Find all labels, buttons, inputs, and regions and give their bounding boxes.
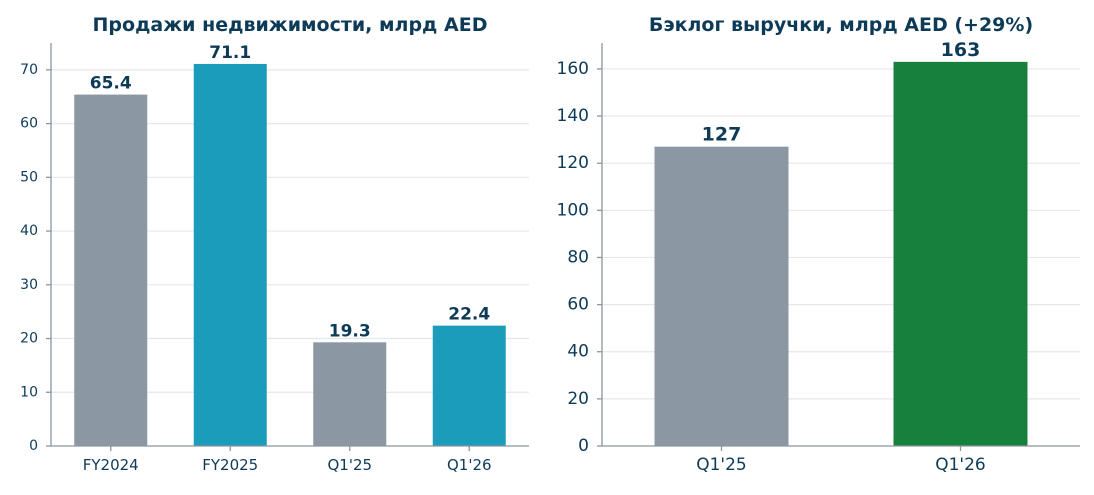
right-y-tick-label: 140 — [557, 106, 589, 126]
right-x-tick-label: Q1'25 — [696, 455, 747, 475]
left-y-tick-label: 40 — [20, 223, 38, 239]
left-x-tick-label: Q1'26 — [447, 456, 492, 474]
right-y-tick-label: 60 — [567, 295, 589, 315]
right-bar — [654, 146, 789, 446]
right-x-tick-label: Q1'26 — [935, 455, 986, 475]
left-bar — [193, 63, 267, 447]
left-y-tick-label: 60 — [20, 116, 38, 132]
right-y-tick-label: 160 — [557, 59, 589, 79]
right-chart-title: Бэклог выручки, млрд AED (+29%) — [649, 14, 1033, 36]
left-bar — [313, 342, 387, 446]
left-y-tick-label: 50 — [20, 169, 38, 185]
left-y-tick-label: 20 — [20, 331, 38, 347]
right-chart-revenue-backlog: Бэклог выручки, млрд AED (+29%) 0 20 40 60 8… — [557, 14, 1080, 475]
left-chart-real-estate-sales: Продажи недвижимости, млрд AED 0 10 20 30 40… — [20, 14, 529, 474]
left-bar — [74, 94, 148, 447]
left-y-tick-label: 70 — [20, 62, 38, 78]
left-bar-value-label: 19.3 — [329, 321, 371, 341]
right-y-tick-label: 20 — [567, 389, 589, 409]
left-y-tick-label: 30 — [20, 277, 38, 293]
right-y-tick-label: 100 — [557, 200, 589, 220]
right-y-tick-label: 0 — [578, 436, 589, 456]
right-bar-value-label: 127 — [702, 124, 742, 146]
left-chart-title: Продажи недвижимости, млрд AED — [93, 14, 488, 36]
left-bar-value-label: 22.4 — [448, 305, 490, 325]
left-x-tick-label: FY2024 — [83, 456, 139, 474]
left-x-tick-label: Q1'25 — [327, 456, 372, 474]
right-y-tick-label: 120 — [557, 153, 589, 173]
left-y-tick-label: 10 — [20, 384, 38, 400]
left-x-tick-label: FY2025 — [202, 456, 258, 474]
left-bar-value-label: 65.4 — [90, 74, 132, 94]
right-bar — [893, 61, 1028, 447]
left-bar-value-label: 71.1 — [209, 43, 251, 63]
right-y-tick-label: 80 — [567, 247, 589, 267]
right-bar-value-label: 163 — [941, 39, 981, 61]
left-bar — [432, 325, 506, 446]
right-y-tick-label: 40 — [567, 342, 589, 362]
left-y-tick-label: 0 — [29, 438, 38, 454]
